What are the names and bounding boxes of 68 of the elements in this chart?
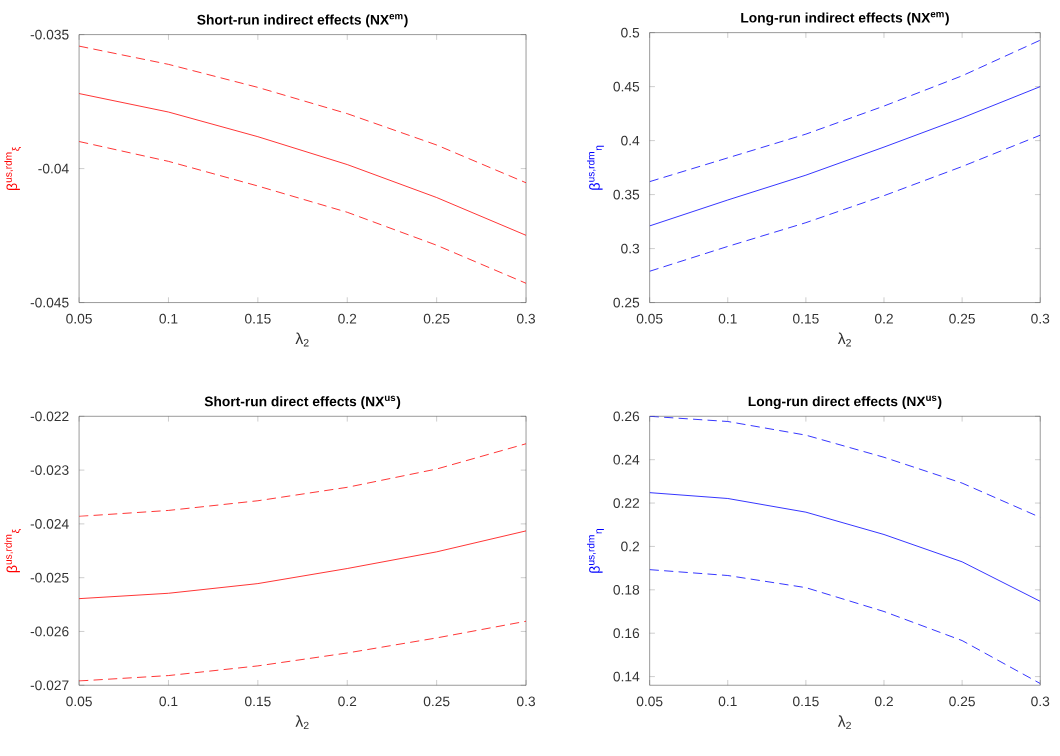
y-axis-title: β$^{us,rdm}$η [587, 528, 604, 573]
x-tick-label: 0.25 [423, 313, 450, 324]
x-axis-title: λ$_{2}$ [837, 715, 851, 729]
x-tick-label: 0.05 [66, 313, 92, 324]
y-tick-label: -0.027 [30, 680, 69, 690]
y-tick-label: 0.5 [621, 27, 640, 38]
y-tick-label: 0.25 [613, 297, 640, 308]
x-tick-label: 0.15 [244, 313, 271, 324]
line-series [649, 569, 1041, 684]
x-tick-label: 0.15 [244, 696, 271, 707]
line-series [649, 39, 1041, 182]
x-tick-label: 0.05 [66, 696, 92, 707]
y-tick-label: 0.16 [613, 628, 640, 638]
chart-title: Short-run direct effects (NX$^{us}$) [204, 395, 401, 409]
x-tick-label: 0.3 [516, 696, 536, 707]
y-tick-label: 0.4 [621, 135, 640, 146]
line-series [79, 45, 527, 183]
x-tick-label: 0.1 [159, 313, 178, 324]
y-tick-label: 0.22 [613, 497, 640, 508]
y-tick-label: -0.023 [30, 465, 69, 475]
line-series [79, 140, 527, 284]
y-axis-title: β$^{us,rdm}$ξ [4, 146, 22, 190]
y-tick-label: 0.18 [613, 584, 640, 595]
y-tick-label: -0.04 [38, 163, 69, 174]
y-tick-label: -0.035 [30, 29, 69, 40]
x-tick-label: 0.15 [793, 313, 819, 324]
x-tick-label: 0.2 [874, 696, 893, 707]
y-axis-title: β$^{us,rdm}$ξ [4, 528, 22, 573]
x-axis-title: λ$_{2}$ [295, 715, 309, 729]
x-tick-label: 0.05 [636, 696, 663, 707]
x-tick-label: 0.1 [718, 696, 737, 707]
x-tick-label: 0.3 [516, 313, 536, 324]
line-series [649, 492, 1041, 602]
y-axis-title: β$^{us,rdm}$η [587, 145, 604, 190]
x-tick-label: 0.1 [159, 696, 178, 707]
chart-title: Long-run indirect effects (NX$^{em}$) [741, 11, 949, 26]
y-tick-label: -0.025 [30, 572, 69, 583]
y-tick-label: 0.26 [613, 411, 640, 421]
y-tick-label: -0.022 [30, 411, 69, 421]
chart-title: Short-run indirect effects (NX$^{em}$) [197, 13, 408, 28]
x-axis-title: λ$_{2}$ [837, 332, 851, 347]
line-series [79, 443, 527, 517]
line-series [649, 134, 1041, 272]
x-tick-label: 0.2 [338, 313, 357, 324]
x-axis-title: λ$_{2}$ [295, 332, 309, 347]
x-tick-label: 0.05 [636, 313, 663, 324]
x-tick-label: 0.3 [1031, 313, 1050, 324]
x-tick-label: 0.25 [423, 696, 450, 707]
y-tick-label: -0.026 [30, 626, 69, 637]
y-tick-label: 0.14 [613, 671, 640, 682]
y-tick-label: 0.24 [613, 454, 640, 465]
chart-title: Long-run direct effects (NX$^{us}$) [748, 395, 942, 409]
y-tick-label: 0.2 [621, 541, 640, 552]
y-tick-label: 0.45 [613, 81, 640, 92]
y-tick-label: 0.35 [613, 189, 640, 200]
line-series [649, 86, 1041, 227]
x-tick-label: 0.25 [949, 313, 975, 324]
line-series [79, 530, 527, 599]
x-tick-label: 0.25 [949, 696, 975, 707]
x-tick-label: 0.15 [793, 696, 819, 707]
x-tick-label: 0.3 [1031, 696, 1050, 707]
y-tick-label: -0.024 [30, 518, 69, 529]
y-tick-label: -0.045 [30, 297, 69, 308]
x-tick-label: 0.2 [874, 313, 893, 324]
x-tick-label: 0.2 [338, 696, 357, 707]
line-series [79, 92, 527, 236]
x-tick-label: 0.1 [718, 313, 737, 324]
y-tick-label: 0.3 [621, 243, 640, 254]
